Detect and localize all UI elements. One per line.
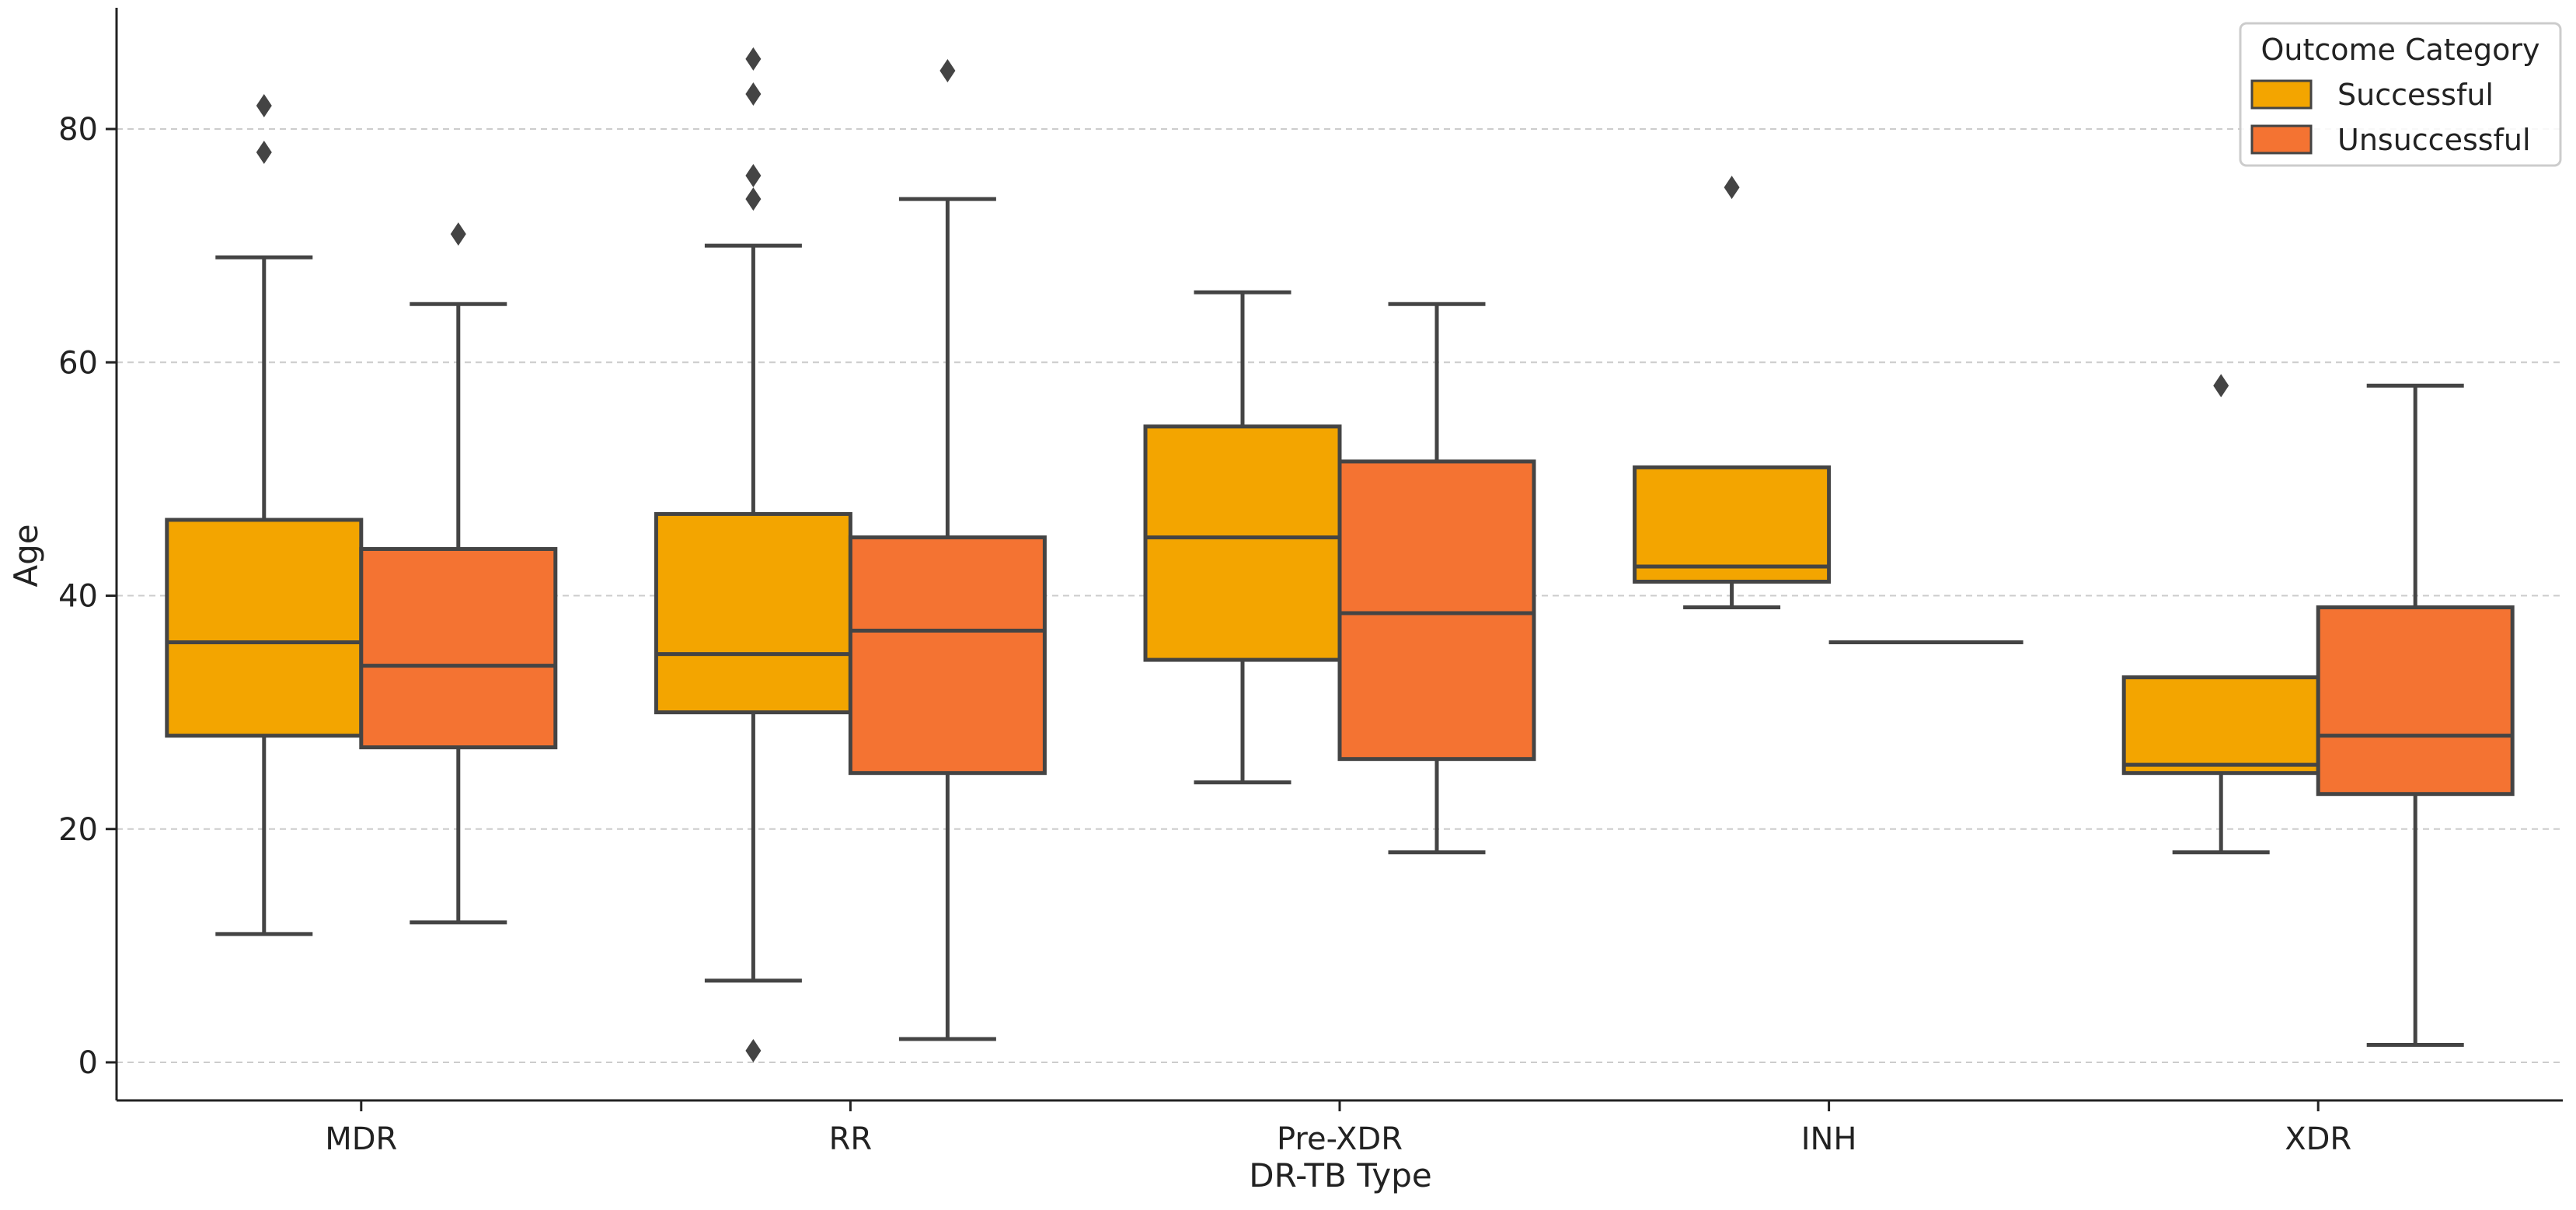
- y-tick-label-60: 60: [58, 345, 98, 381]
- outlier-successful-inh-0: [1724, 176, 1740, 200]
- outlier-successful-rr-1: [745, 187, 762, 211]
- y-tick-label-20: 20: [58, 812, 98, 848]
- outlier-successful-rr-3: [745, 82, 762, 106]
- x-axis-ticks: MDR RR Pre-XDR INH XDR: [325, 1100, 2351, 1157]
- box-body-successful-mdr: [165, 518, 364, 738]
- x-tick-label-XDR: XDR: [2285, 1121, 2351, 1157]
- y-tick-label-80: 80: [58, 112, 98, 148]
- legend-swatch-successful: [2250, 79, 2313, 110]
- outlier-unsuccessful-rr-0: [939, 58, 956, 82]
- outlier-successful-rr-0: [745, 1038, 762, 1062]
- box-unsuccessful-mdr: [359, 222, 558, 925]
- x-tick-label-Pre-XDR: Pre-XDR: [1277, 1121, 1403, 1157]
- y-tick-label-40: 40: [58, 579, 98, 615]
- box-body-successful-inh: [1633, 465, 1832, 584]
- box-unsuccessful-pre-xdr: [1337, 302, 1536, 855]
- outlier-successful-rr-4: [745, 47, 762, 71]
- box-successful-mdr: [165, 93, 364, 936]
- legend-swatch-unsuccessful: [2250, 124, 2313, 155]
- box-successful-inh: [1633, 176, 1832, 610]
- outlier-unsuccessful-mdr-0: [450, 222, 466, 246]
- y-axis-title: Age: [7, 524, 45, 587]
- legend: Outcome Category Successful Unsuccessful: [2239, 22, 2562, 167]
- box-successful-rr: [654, 47, 852, 1062]
- y-tick-label-0: 0: [78, 1045, 98, 1081]
- legend-title: Outcome Category: [2261, 33, 2539, 67]
- outlier-successful-mdr-0: [256, 141, 272, 165]
- outlier-successful-mdr-1: [256, 93, 272, 117]
- legend-label-successful: Successful: [2337, 78, 2494, 112]
- box-body-successful-pre-xdr: [1143, 424, 1342, 662]
- box-plot-area: [165, 47, 2515, 1062]
- box-body-successful-xdr: [2121, 675, 2320, 776]
- box-body-successful-rr: [654, 511, 852, 715]
- box-successful-xdr: [2121, 374, 2320, 855]
- box-successful-pre-xdr: [1143, 290, 1342, 785]
- x-tick-label-MDR: MDR: [325, 1121, 397, 1157]
- box-body-unsuccessful-pre-xdr: [1337, 459, 1536, 762]
- box-unsuccessful-xdr: [2316, 383, 2515, 1047]
- box-body-unsuccessful-mdr: [359, 546, 558, 750]
- x-axis-title: DR-TB Type: [1249, 1156, 1431, 1194]
- y-axis-ticks: 0 20 40 60 80: [58, 112, 117, 1081]
- outlier-successful-rr-2: [745, 164, 762, 188]
- outlier-successful-xdr-0: [2213, 374, 2229, 398]
- box-unsuccessful-rr: [848, 58, 1047, 1041]
- x-tick-label-INH: INH: [1801, 1121, 1857, 1157]
- x-tick-label-RR: RR: [829, 1121, 873, 1157]
- legend-label-unsuccessful: Unsuccessful: [2337, 123, 2531, 157]
- box-body-unsuccessful-rr: [848, 535, 1047, 776]
- box-body-unsuccessful-xdr: [2316, 605, 2515, 797]
- legend-frame: [2239, 22, 2562, 167]
